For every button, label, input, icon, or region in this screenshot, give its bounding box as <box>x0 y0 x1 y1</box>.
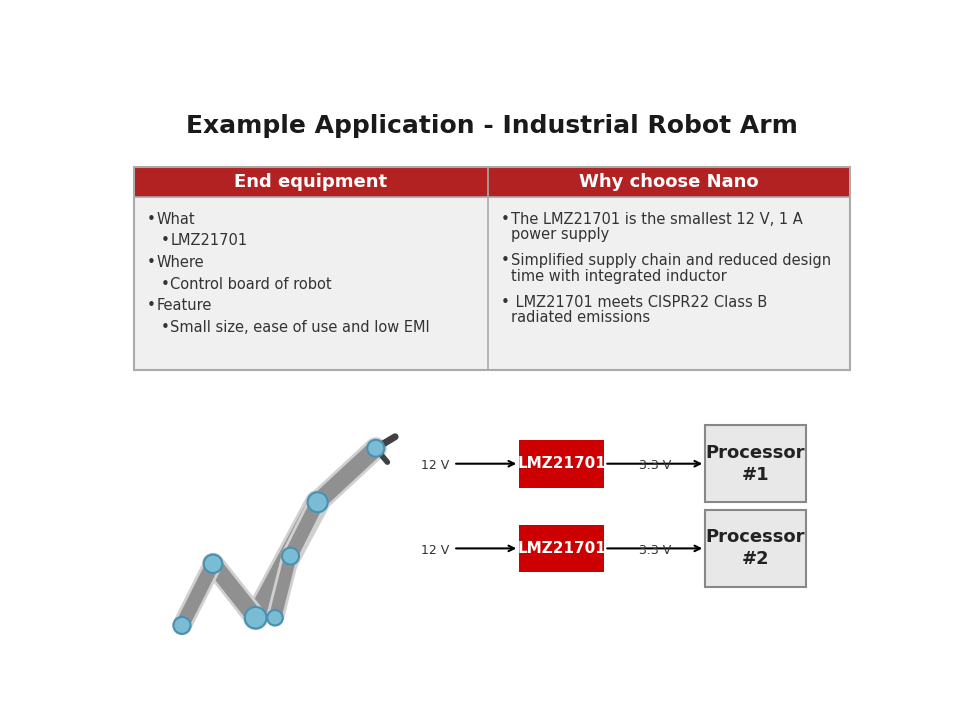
Text: What: What <box>156 212 195 227</box>
Text: •: • <box>146 255 156 270</box>
Text: radiated emissions: radiated emissions <box>511 310 650 325</box>
Bar <box>519 440 605 487</box>
Circle shape <box>307 492 327 512</box>
Text: The LMZ21701 is the smallest 12 V, 1 A: The LMZ21701 is the smallest 12 V, 1 A <box>511 212 803 227</box>
Circle shape <box>174 617 190 634</box>
Bar <box>488 167 850 197</box>
Bar <box>134 167 488 197</box>
Bar <box>134 167 850 370</box>
Text: time with integrated inductor: time with integrated inductor <box>511 269 727 284</box>
Bar <box>706 426 805 502</box>
Bar <box>519 525 605 572</box>
Text: Processor
#1: Processor #1 <box>706 444 805 484</box>
Text: •: • <box>146 298 156 313</box>
Text: •: • <box>500 295 510 310</box>
Text: 12 V: 12 V <box>421 459 449 472</box>
Text: 3.3 V: 3.3 V <box>638 459 671 472</box>
Text: Example Application - Industrial Robot Arm: Example Application - Industrial Robot A… <box>186 114 798 138</box>
Text: Where: Where <box>156 255 204 270</box>
Text: Simplified supply chain and reduced design: Simplified supply chain and reduced desi… <box>511 253 830 269</box>
Circle shape <box>282 548 299 564</box>
Text: 12 V: 12 V <box>421 544 449 557</box>
Text: Feature: Feature <box>156 298 212 313</box>
Text: Processor
#2: Processor #2 <box>706 528 805 569</box>
Circle shape <box>204 554 223 573</box>
Text: •: • <box>500 212 510 227</box>
Text: LMZ21701: LMZ21701 <box>170 233 248 248</box>
Circle shape <box>245 607 267 629</box>
Text: Why choose Nano: Why choose Nano <box>579 173 759 191</box>
Text: •: • <box>160 320 169 335</box>
Text: LMZ21701: LMZ21701 <box>517 541 606 556</box>
Text: LMZ21701 meets CISPR22 Class B: LMZ21701 meets CISPR22 Class B <box>511 295 767 310</box>
Text: Small size, ease of use and low EMI: Small size, ease of use and low EMI <box>170 320 430 335</box>
Text: •: • <box>146 212 156 227</box>
Text: LMZ21701: LMZ21701 <box>517 456 606 471</box>
Bar <box>706 510 805 587</box>
Circle shape <box>368 440 384 456</box>
Text: End equipment: End equipment <box>234 173 388 191</box>
Text: 3.3 V: 3.3 V <box>638 544 671 557</box>
Text: Control board of robot: Control board of robot <box>170 276 332 292</box>
Bar <box>134 197 850 370</box>
Text: •: • <box>160 233 169 248</box>
Text: •: • <box>160 276 169 292</box>
Text: power supply: power supply <box>511 228 609 243</box>
Text: •: • <box>500 253 510 269</box>
Circle shape <box>267 610 283 626</box>
